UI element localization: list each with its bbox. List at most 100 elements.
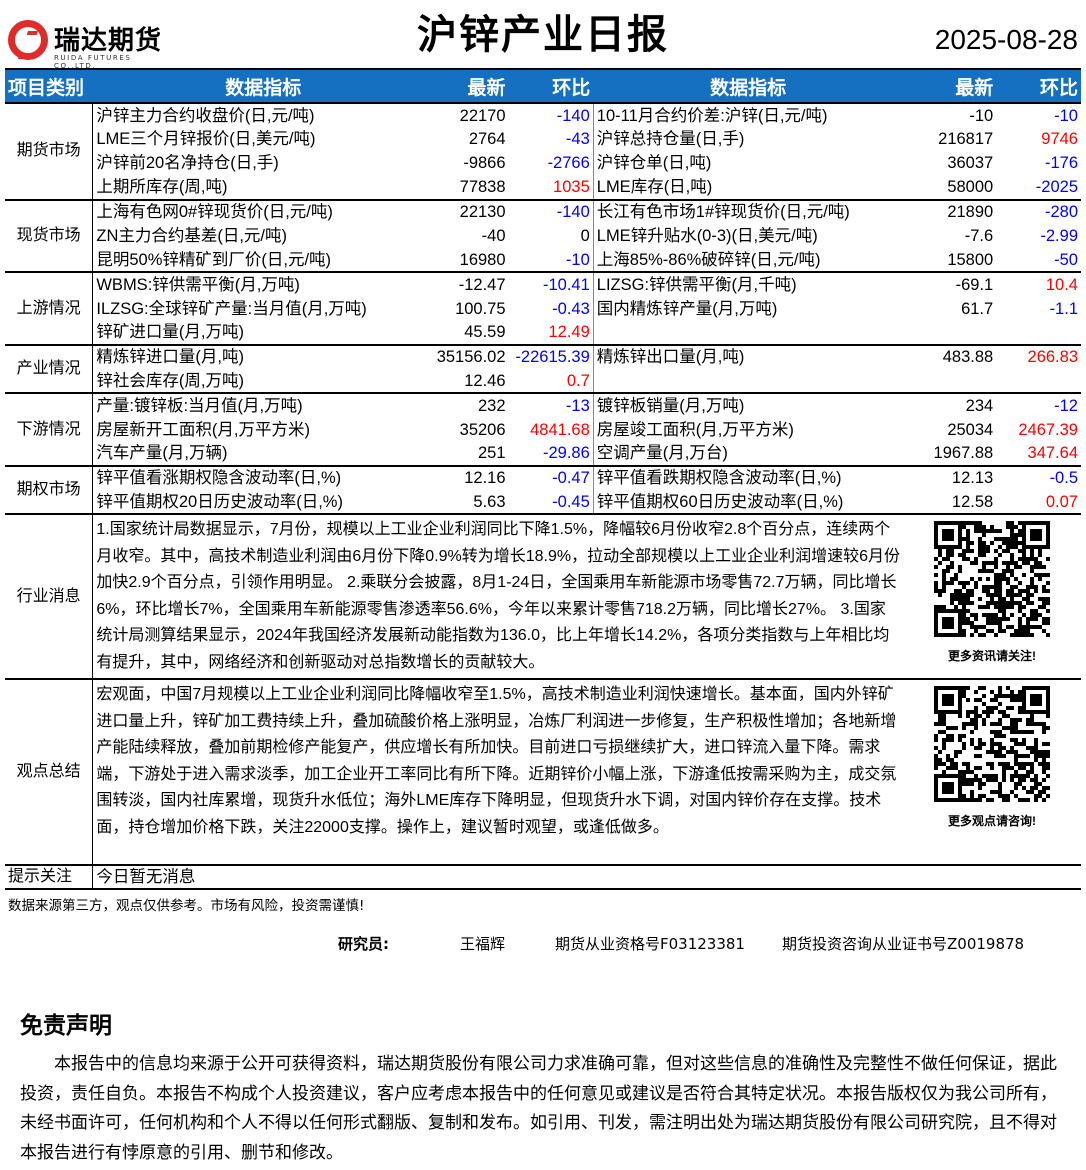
table-row: 产业情况 精炼锌进口量(月,吨) 35156.02 -22615.39 精炼锌出口量(月… [5, 343, 1081, 394]
change-value: -140 [508, 198, 594, 224]
view-row: 观点总结 宏观面，中国7月规模以上工业企业利润同比降幅收窄至1.5%，高技术制造业… [5, 678, 1081, 866]
indicator-name-2: 国内精炼锌产量(月,万吨) [596, 299, 778, 318]
change-value: -0.45 [508, 490, 594, 515]
latest-value: -12.47 [433, 271, 509, 297]
change-value-2: -176 [1044, 154, 1078, 173]
table-row: 沪锌前20名净持仓(日,手) -9866 -2766 沪锌仓单(日,吨) 36037 -1… [5, 151, 1081, 176]
view-category: 观点总结 [5, 678, 94, 866]
col-indicator-2: 数据指标 [593, 68, 903, 104]
change-value: -29.86 [508, 441, 594, 466]
researcher-name: 王福辉 [460, 935, 506, 953]
indicator-name: ZN主力合约基差(日,元/吨) [96, 227, 288, 246]
indicator-name: 昆明50%锌精矿到厂价(日,元/吨) [96, 250, 332, 269]
change-value: 0 [508, 223, 594, 249]
table-row: LME三个月锌报价(日,美元/吨) 2764 -43 沪锌总持仓量(日,手) 21681… [5, 127, 1081, 152]
change-value: 0.7 [508, 369, 594, 394]
change-value-2: 10.4 [996, 271, 1081, 297]
latest-value-2: 234 [903, 392, 997, 418]
latest-value: 5.63 [473, 492, 506, 511]
change-value-2: -12 [996, 392, 1081, 418]
tips-text: 今日暂无消息 [92, 864, 1081, 891]
indicator-name-2: 上海85%-86%破碎锌(日,元/吨) [596, 250, 821, 269]
indicator-name: 精炼锌进口量(月,吨) [92, 343, 434, 370]
report-date: 2025-08-28 [934, 24, 1078, 55]
indicator-name-2: LIZSG:锌供需平衡(月,千吨) [593, 271, 903, 297]
change-value: -10 [508, 248, 594, 273]
latest-value: 35206 [459, 420, 506, 439]
disclaimer-title: 免责声明 [20, 1013, 112, 1039]
indicator-name: 沪锌主力合约收盘价(日,元/吨) [92, 101, 434, 128]
table-row: 现货市场 上海有色网0#锌现货价(日,元/吨) 22130 -140 长江有色市场1#锌… [5, 198, 1081, 273]
latest-value-2: 12.58 [951, 492, 994, 511]
indicator-name-2: 镀锌板销量(月,万吨) [593, 392, 903, 418]
change-value: 1035 [508, 175, 594, 200]
indicator-name: 房屋新开工面积(月,万平方米) [96, 420, 310, 439]
section-category: 期货市场 [5, 102, 94, 200]
qr-caption: 更多资讯请关注! [948, 649, 1036, 664]
change-value: -0.47 [508, 464, 594, 490]
latest-value: 12.16 [433, 464, 509, 490]
indicator-name: 产量:镀锌板:当月值(月,万吨) [92, 392, 434, 418]
table-row: 锌平值期权20日历史波动率(日,%) 5.63 -0.45 锌平值期权60日历史波动率… [5, 490, 1081, 515]
view-qr: 更多观点请咨询! [903, 678, 1081, 866]
qr-caption: 更多观点请咨询! [948, 814, 1036, 829]
latest-value-2: 216817 [938, 130, 994, 149]
latest-value-2: 483.88 [903, 343, 997, 370]
indicator-name-2: 空调产量(月,万台) [596, 444, 728, 463]
latest-value: 12.46 [464, 371, 506, 390]
change-value-2: -50 [1054, 250, 1078, 269]
news-text: 1.国家统计局数据显示，7月份，规模以上工业企业利润同比下降1.5%，降幅较6月… [92, 513, 903, 680]
change-value-2: 9746 [1041, 130, 1078, 149]
col-latest: 最新 [433, 68, 509, 104]
view-text: 宏观面，中国7月规模以上工业企业利润同比降幅收窄至1.5%，高技术制造业利润快速… [92, 678, 903, 866]
indicator-name-2 [593, 321, 903, 345]
change-value-2: -2.99 [1040, 227, 1078, 246]
table-row: 上期所库存(周,吨) 77838 1035 LME库存(日,吨) 58000 -2025 [5, 175, 1081, 200]
indicator-name: 沪锌前20名净持仓(日,手) [96, 154, 279, 173]
source-note: 数据来源第三方，观点仅供参考。市场有风险，投资需谨慎! [8, 898, 365, 914]
advisory-license-number: 期货投资咨询从业证书号Z0019878 [782, 935, 1025, 953]
indicator-name-2: 10-11月合约价差:沪锌(日,元/吨) [593, 101, 903, 128]
table-row: 汽车产量(月,万辆) 251 -29.86 空调产量(月,万台) 1967.88 347.… [5, 441, 1081, 466]
latest-value: 22170 [433, 101, 509, 128]
section-category: 期权市场 [5, 464, 94, 515]
col-category: 项目类别 [5, 68, 93, 104]
latest-value-2 [903, 369, 996, 393]
table-row: ZN主力合约基差(日,元/吨) -40 0 LME锌升贴水(0-3)(日,美元/吨) -… [5, 223, 1081, 249]
col-change: 环比 [508, 68, 594, 104]
indicator-name-2: LME库存(日,吨) [596, 178, 713, 197]
indicator-name: 锌平值看涨期权隐含波动率(日,%) [92, 464, 434, 490]
report-title: 沪锌产业日报 [417, 12, 669, 58]
indicator-name-2: 沪锌仓单(日,吨) [596, 154, 712, 173]
latest-value: 77838 [459, 178, 506, 197]
col-latest-2: 最新 [903, 68, 997, 104]
section-category: 上游情况 [5, 271, 94, 345]
indicator-name: 锌平值期权20日历史波动率(日,%) [96, 492, 343, 511]
researcher-label: 研究员: [338, 935, 389, 953]
change-value: -22615.39 [508, 343, 594, 370]
latest-value-2: 1967.88 [933, 444, 994, 463]
latest-value-2: 15800 [947, 250, 994, 269]
table-row: 锌矿进口量(月,万吨) 45.59 12.49 [5, 320, 1081, 345]
latest-value: 2764 [468, 130, 506, 149]
indicator-name-2: 沪锌总持仓量(日,手) [596, 130, 745, 149]
disclaimer-text: 本报告中的信息均来源于公开可获得资料，瑞达期货股份有限公司力求准确可靠，但对这些… [20, 1054, 1057, 1163]
tips-row: 提示关注 今日暂无消息 [5, 864, 1081, 891]
section-category: 现货市场 [5, 198, 94, 273]
change-value-2 [996, 321, 1081, 345]
change-value: -10.41 [508, 271, 594, 297]
table-row: 期货市场 沪锌主力合约收盘价(日,元/吨) 22170 -140 10-11月合约价差:… [5, 101, 1081, 200]
change-value-2: 347.64 [1027, 444, 1078, 463]
indicator-name-2: 房屋竣工面积(月,万平方米) [596, 420, 794, 439]
indicator-name: 锌矿进口量(月,万吨) [96, 323, 244, 342]
latest-value-2: 12.13 [903, 464, 997, 490]
latest-value: 35156.02 [433, 343, 509, 370]
change-value: -140 [508, 101, 594, 128]
table-row: 下游情况 产量:镀锌板:当月值(月,万吨) 232 -13 镀锌板销量(月,万吨) 234… [5, 392, 1081, 466]
table-row: ILZSG:全球锌矿产量:当月值(月,万吨) 100.75 -0.43 国内精炼锌产量… [5, 296, 1081, 321]
change-value-2: -1.1 [1049, 299, 1078, 318]
latest-value-2: 25034 [947, 420, 994, 439]
section-category: 下游情况 [5, 392, 94, 466]
latest-value: 16980 [459, 250, 506, 269]
indicator-name-2: 锌平值期权60日历史波动率(日,%) [596, 492, 844, 511]
